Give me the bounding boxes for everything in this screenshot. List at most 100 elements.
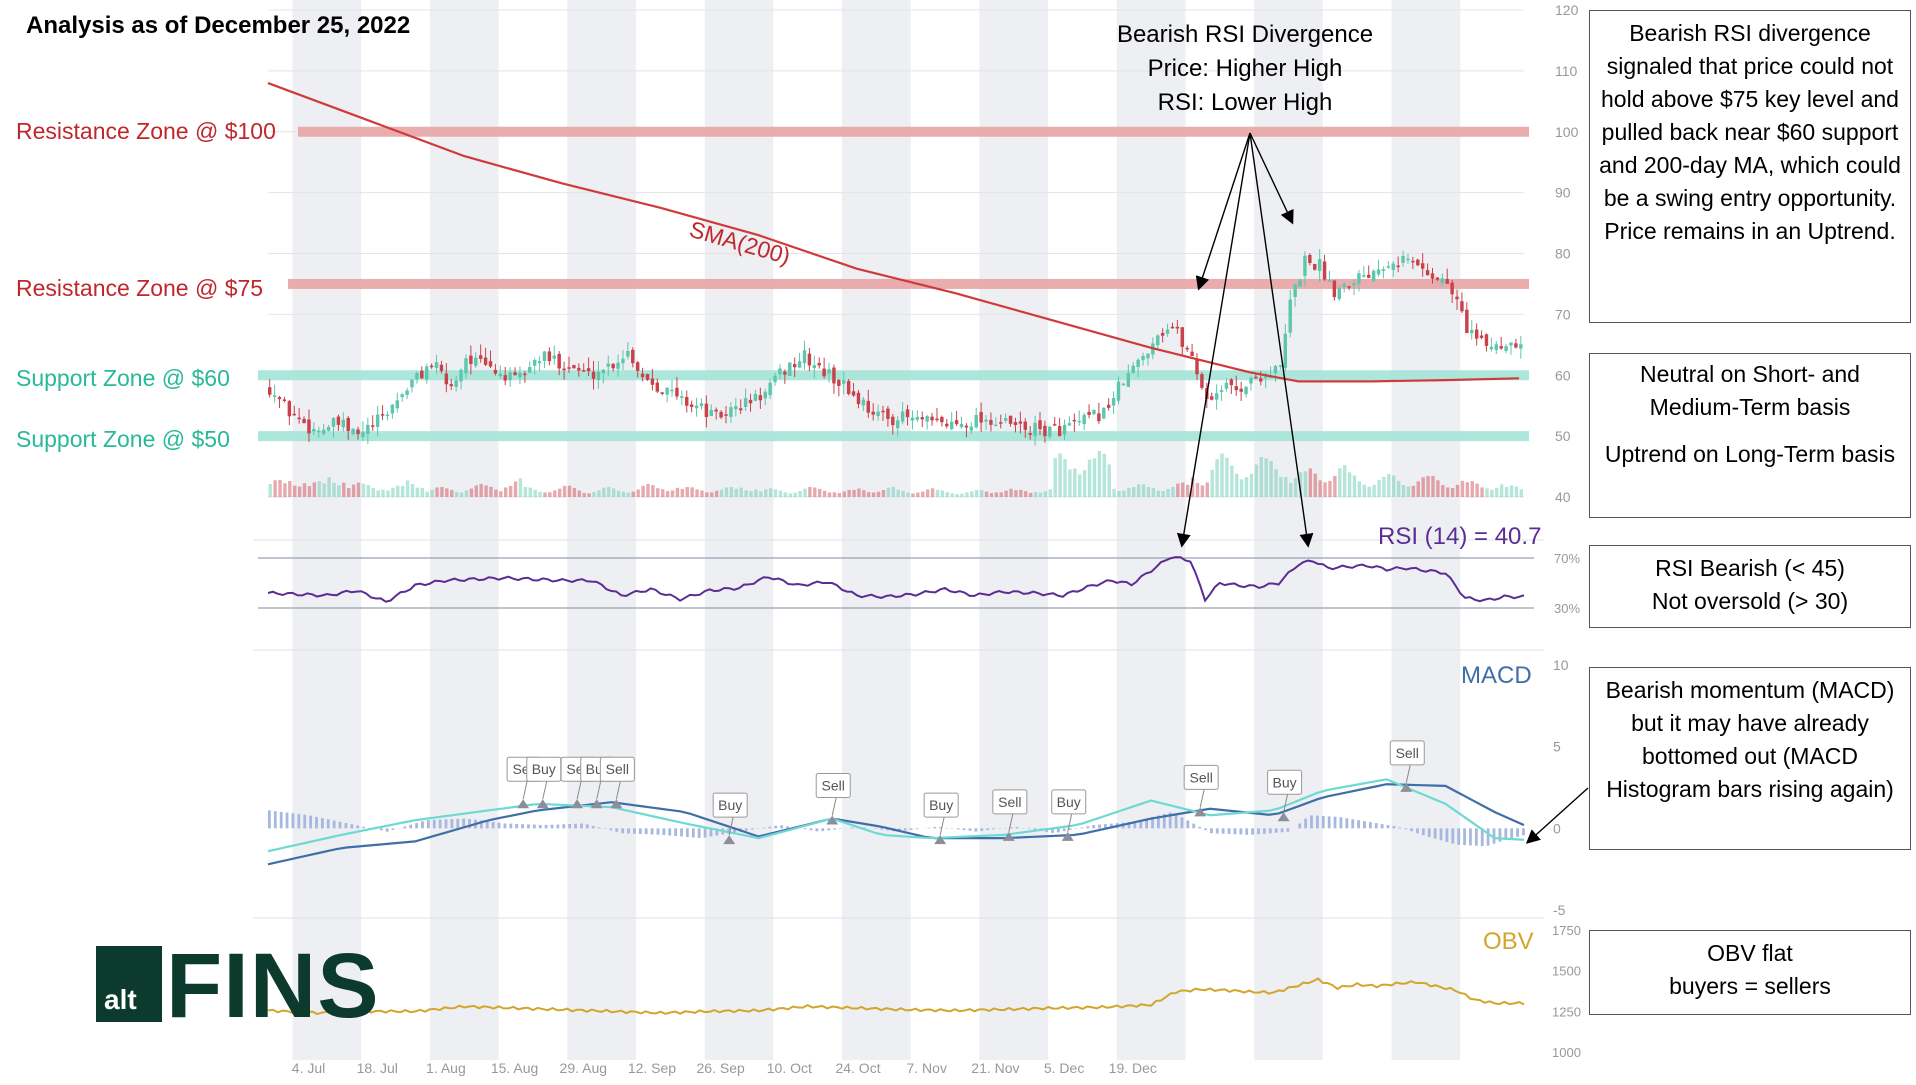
zone-band-50 [258, 431, 1529, 441]
volume-bar [401, 486, 404, 497]
candle-body [935, 419, 938, 421]
macd-histogram-bar [1404, 828, 1407, 829]
volume-bar [1088, 460, 1091, 497]
volume-bar [764, 489, 767, 497]
volume-bar [543, 492, 546, 497]
volume-bar [1103, 454, 1106, 497]
candle-body [1504, 346, 1507, 351]
volume-bar [455, 492, 458, 497]
macd-histogram-bar [1510, 828, 1513, 838]
macd-histogram-bar [1434, 828, 1437, 838]
volume-bar [1098, 451, 1101, 497]
volume-bar [901, 491, 904, 497]
candle-body [994, 425, 997, 427]
volume-bar [833, 492, 836, 497]
volume-bar [1019, 490, 1022, 497]
candle-body [317, 431, 320, 433]
volume-bar [1054, 458, 1057, 497]
volume-bar [1225, 458, 1228, 497]
candle-body [440, 365, 443, 371]
candle-body [386, 415, 389, 417]
volume-bar [1039, 493, 1042, 497]
macd-histogram-bar [292, 813, 295, 828]
candle-body [322, 430, 325, 434]
candle-body [543, 351, 546, 360]
candle-body [675, 388, 678, 397]
volume-bar [313, 482, 316, 497]
volume-bar [1009, 489, 1012, 497]
candle-body [759, 395, 762, 400]
volume-bar [1397, 481, 1400, 497]
candle-body [1028, 433, 1031, 435]
macd-histogram-bar [674, 828, 677, 836]
candle-body [1480, 336, 1483, 338]
macd-histogram-bar [1210, 828, 1213, 833]
volume-bar [646, 484, 649, 497]
week-stripe [567, 0, 636, 1060]
macd-histogram-bar [780, 825, 783, 828]
volume-bar [950, 493, 953, 497]
volume-bar [1515, 487, 1518, 497]
macd-histogram-bar [1410, 828, 1413, 831]
candle-body [494, 370, 497, 374]
macd-histogram-bar [380, 828, 383, 830]
candle-body [1244, 387, 1247, 394]
volume-bar [632, 492, 635, 497]
obv-tick-label: 1750 [1552, 923, 1581, 938]
candle-body [1357, 273, 1360, 283]
macd-histogram-bar [957, 828, 960, 829]
macd-histogram-bar [386, 828, 389, 831]
candle-body [847, 381, 850, 394]
candle-body [1431, 273, 1434, 278]
macd-histogram-bar [851, 827, 854, 828]
volume-bar [985, 492, 988, 497]
candle-body [661, 392, 664, 394]
logo-fins-text: FINS [166, 934, 380, 1039]
candle-body [626, 351, 629, 357]
volume-bar [975, 490, 978, 497]
macd-histogram-bar [409, 825, 412, 829]
volume-bar [1029, 493, 1032, 497]
volume-bar [273, 480, 276, 497]
macd-histogram-bar [527, 824, 530, 828]
volume-bar [470, 489, 473, 497]
candle-body [1362, 275, 1365, 277]
volume-bar [1058, 454, 1061, 497]
x-tick-label: 21. Nov [971, 1060, 1019, 1076]
candle-body [1274, 366, 1277, 373]
obv-tick-label: 1500 [1552, 964, 1581, 979]
volume-bar [445, 488, 448, 497]
candle-body [1166, 330, 1169, 334]
candle-body [366, 425, 369, 434]
volume-bar [803, 489, 806, 497]
x-tick-label: 19. Dec [1109, 1060, 1157, 1076]
candle-body [1132, 366, 1135, 373]
volume-bar [1269, 461, 1272, 497]
macd-histogram-bar [1340, 817, 1343, 828]
volume-bar [278, 480, 281, 497]
x-tick-label: 18. Jul [357, 1060, 398, 1076]
volume-bar [563, 486, 566, 497]
signal-label: Sell [1396, 745, 1419, 761]
volume-bar [1505, 487, 1508, 497]
volume-bar [1392, 475, 1395, 497]
macd-histogram-bar [833, 828, 836, 829]
volume-bar [700, 491, 703, 497]
macd-histogram-bar [651, 828, 654, 834]
x-tick-label: 5. Dec [1044, 1060, 1084, 1076]
volume-bar [720, 490, 723, 497]
altfins-logo: alt FINS [96, 944, 396, 1024]
candle-body [1048, 427, 1051, 437]
volume-bar [661, 489, 664, 497]
volume-bar [376, 490, 379, 497]
volume-bar [1466, 482, 1469, 497]
volume-bar [1314, 474, 1317, 497]
volume-bar [941, 490, 944, 497]
candle-body [1318, 259, 1321, 271]
candle-body [764, 392, 767, 399]
candle-body [445, 374, 448, 385]
candle-body [405, 390, 408, 394]
volume-bar [298, 487, 301, 497]
volume-bar [303, 483, 306, 497]
candle-body [1122, 384, 1125, 386]
